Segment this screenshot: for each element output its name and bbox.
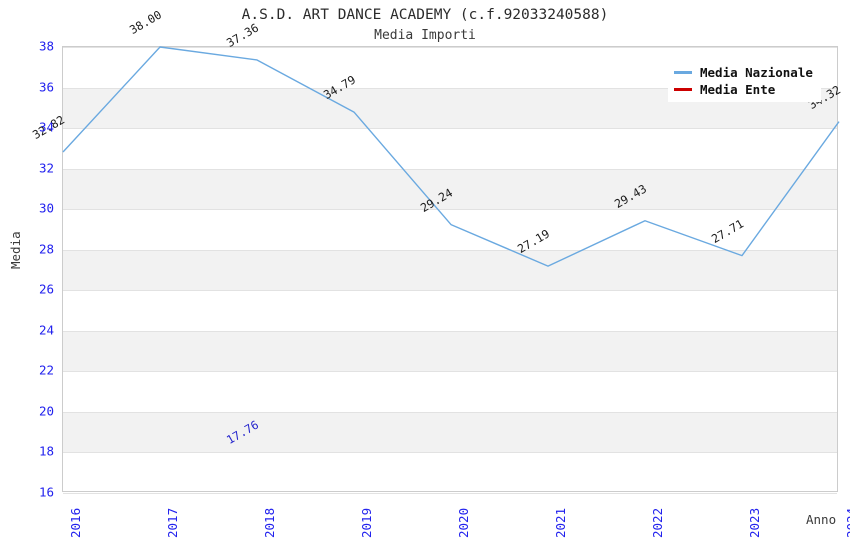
chart-legend: Media Nazionale Media Ente (668, 60, 821, 102)
data-point-label: 37.36 (224, 20, 261, 50)
y-tick-label: 24 (38, 322, 54, 338)
y-tick-label: 18 (38, 443, 54, 459)
x-tick-label: 2022 (650, 507, 665, 538)
y-tick-label: 22 (38, 362, 54, 378)
legend-color-swatch (674, 71, 692, 74)
gridline (63, 169, 837, 170)
y-tick-label: 32 (38, 160, 54, 176)
gridline (63, 412, 837, 413)
gridline (63, 331, 837, 332)
y-tick-label: 30 (38, 200, 54, 216)
series-lines (62, 46, 840, 267)
x-tick-label: 2018 (262, 507, 277, 538)
y-tick-label: 34 (38, 119, 54, 135)
y-axis-ticks: 16 18 20 22 24 26 28 30 32 34 36 38 (0, 39, 54, 500)
legend-item-label: Media Nazionale (700, 65, 813, 80)
gridline (63, 88, 837, 89)
x-tick-label: 2020 (456, 507, 471, 538)
x-tick-label: 2016 (68, 507, 83, 538)
plot-area: 32.82 38.00 37.36 34.79 29.24 27.19 29.43 27.71… (30, 8, 843, 494)
x-axis-ticks: 2016 2017 2018 2019 2020 2021 2022 2023 2024 (62, 496, 850, 550)
y-tick-label: 28 (38, 241, 54, 257)
background-band (63, 411, 837, 453)
background-band (63, 168, 837, 210)
legend-item-label: Media Ente (700, 82, 776, 97)
background-band (63, 330, 837, 372)
background-band (63, 249, 837, 291)
gridline (63, 250, 837, 251)
y-tick-label: 38 (38, 38, 54, 54)
x-tick-label: 2024 (844, 507, 850, 538)
y-tick-label: 20 (38, 403, 54, 419)
chart-subtitle: Media Importi (374, 28, 476, 43)
legend-item[interactable]: Media Nazionale (674, 64, 813, 81)
gridline (63, 452, 837, 453)
x-tick-label: 2023 (747, 507, 762, 538)
gridline (63, 128, 837, 129)
y-axis-title: Media (8, 231, 23, 269)
series-line (62, 46, 840, 267)
gridline (63, 209, 837, 210)
chart-title: A.S.D. ART DANCE ACADEMY (c.f.9203324058… (241, 7, 609, 23)
legend-item[interactable]: Media Ente (674, 81, 813, 98)
gridline (63, 47, 837, 48)
legend-color-swatch (674, 88, 692, 91)
x-tick-label: 2019 (359, 507, 374, 538)
x-axis-title: Anno (806, 512, 837, 527)
y-tick-label: 36 (38, 79, 54, 95)
y-tick-label: 26 (38, 281, 54, 297)
gridline (63, 290, 837, 291)
x-tick-label: 2021 (553, 507, 568, 538)
y-tick-label: 16 (38, 484, 54, 500)
gridline (63, 493, 837, 494)
x-tick-label: 2017 (165, 507, 180, 538)
gridline (63, 371, 837, 372)
